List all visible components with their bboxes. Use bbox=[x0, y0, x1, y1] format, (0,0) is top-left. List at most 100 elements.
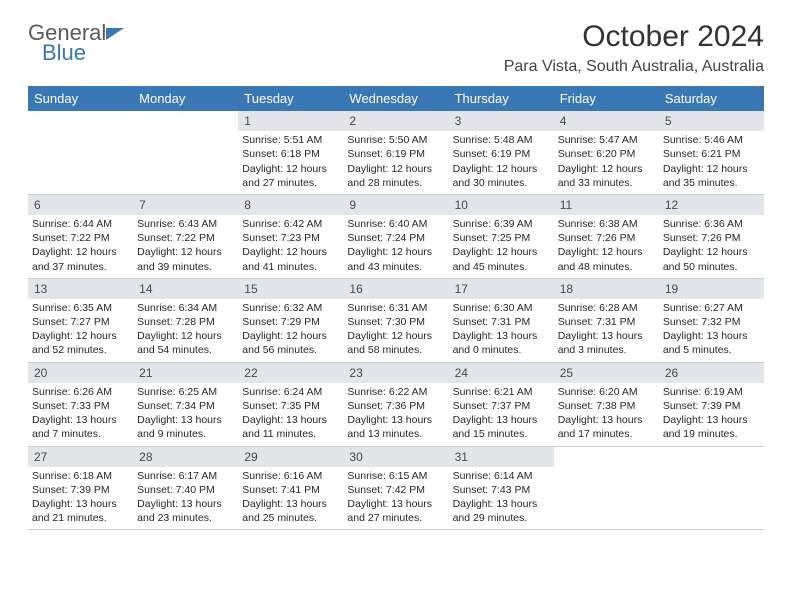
day-detail-line: and 0 minutes. bbox=[453, 343, 550, 357]
day-detail-line: Daylight: 13 hours bbox=[558, 413, 655, 427]
day-details: Sunrise: 6:34 AMSunset: 7:28 PMDaylight:… bbox=[133, 299, 238, 362]
day-details bbox=[659, 467, 764, 473]
day-details: Sunrise: 6:38 AMSunset: 7:26 PMDaylight:… bbox=[554, 215, 659, 278]
day-number: 12 bbox=[659, 195, 764, 215]
day-detail-line: Sunrise: 6:42 AM bbox=[242, 217, 339, 231]
day-cell: 3Sunrise: 5:48 AMSunset: 6:19 PMDaylight… bbox=[449, 111, 554, 194]
week-row: 6Sunrise: 6:44 AMSunset: 7:22 PMDaylight… bbox=[28, 195, 764, 279]
day-number: 13 bbox=[28, 279, 133, 299]
day-detail-line: Daylight: 13 hours bbox=[663, 329, 760, 343]
day-detail-line: Daylight: 12 hours bbox=[242, 245, 339, 259]
day-detail-line: Daylight: 12 hours bbox=[663, 162, 760, 176]
day-cell bbox=[28, 111, 133, 194]
day-cell bbox=[133, 111, 238, 194]
day-detail-line: Daylight: 12 hours bbox=[32, 245, 129, 259]
day-detail-line: Daylight: 12 hours bbox=[453, 245, 550, 259]
day-detail-line: Sunrise: 6:30 AM bbox=[453, 301, 550, 315]
day-detail-line: Sunrise: 6:17 AM bbox=[137, 469, 234, 483]
day-detail-line: Sunset: 7:31 PM bbox=[558, 315, 655, 329]
day-number: 31 bbox=[449, 447, 554, 467]
day-detail-line: Sunset: 6:19 PM bbox=[453, 147, 550, 161]
day-details: Sunrise: 5:51 AMSunset: 6:18 PMDaylight:… bbox=[238, 131, 343, 194]
day-cell: 22Sunrise: 6:24 AMSunset: 7:35 PMDayligh… bbox=[238, 363, 343, 446]
week-row: 20Sunrise: 6:26 AMSunset: 7:33 PMDayligh… bbox=[28, 363, 764, 447]
day-detail-line: Daylight: 13 hours bbox=[347, 413, 444, 427]
day-details bbox=[28, 131, 133, 137]
day-cell: 21Sunrise: 6:25 AMSunset: 7:34 PMDayligh… bbox=[133, 363, 238, 446]
day-details: Sunrise: 6:36 AMSunset: 7:26 PMDaylight:… bbox=[659, 215, 764, 278]
day-detail-line: Sunset: 7:32 PM bbox=[663, 315, 760, 329]
day-details: Sunrise: 6:20 AMSunset: 7:38 PMDaylight:… bbox=[554, 383, 659, 446]
day-detail-line: Sunrise: 6:31 AM bbox=[347, 301, 444, 315]
day-details: Sunrise: 6:24 AMSunset: 7:35 PMDaylight:… bbox=[238, 383, 343, 446]
day-cell: 1Sunrise: 5:51 AMSunset: 6:18 PMDaylight… bbox=[238, 111, 343, 194]
day-detail-line: Daylight: 13 hours bbox=[137, 413, 234, 427]
day-number: 5 bbox=[659, 111, 764, 131]
day-detail-line: Sunrise: 6:25 AM bbox=[137, 385, 234, 399]
day-detail-line: Daylight: 12 hours bbox=[558, 162, 655, 176]
day-details: Sunrise: 6:17 AMSunset: 7:40 PMDaylight:… bbox=[133, 467, 238, 530]
day-detail-line: Sunrise: 6:40 AM bbox=[347, 217, 444, 231]
day-detail-line: Sunrise: 5:46 AM bbox=[663, 133, 760, 147]
day-details: Sunrise: 5:46 AMSunset: 6:21 PMDaylight:… bbox=[659, 131, 764, 194]
day-detail-line: Sunset: 7:38 PM bbox=[558, 399, 655, 413]
day-number: 1 bbox=[238, 111, 343, 131]
day-detail-line: and 29 minutes. bbox=[453, 511, 550, 525]
day-detail-line: Sunset: 7:26 PM bbox=[663, 231, 760, 245]
day-cell: 17Sunrise: 6:30 AMSunset: 7:31 PMDayligh… bbox=[449, 279, 554, 362]
calendar: Sunday Monday Tuesday Wednesday Thursday… bbox=[28, 86, 764, 530]
weekday-header: Thursday bbox=[449, 86, 554, 111]
day-details: Sunrise: 6:16 AMSunset: 7:41 PMDaylight:… bbox=[238, 467, 343, 530]
day-details: Sunrise: 6:30 AMSunset: 7:31 PMDaylight:… bbox=[449, 299, 554, 362]
day-detail-line: Sunrise: 6:14 AM bbox=[453, 469, 550, 483]
day-cell: 20Sunrise: 6:26 AMSunset: 7:33 PMDayligh… bbox=[28, 363, 133, 446]
day-detail-line: Sunrise: 6:16 AM bbox=[242, 469, 339, 483]
day-detail-line: Daylight: 12 hours bbox=[453, 162, 550, 176]
day-detail-line: Sunset: 7:29 PM bbox=[242, 315, 339, 329]
day-detail-line: Sunrise: 6:24 AM bbox=[242, 385, 339, 399]
day-detail-line: Sunset: 7:31 PM bbox=[453, 315, 550, 329]
day-number: 4 bbox=[554, 111, 659, 131]
day-detail-line: and 45 minutes. bbox=[453, 260, 550, 274]
day-detail-line: and 30 minutes. bbox=[453, 176, 550, 190]
weekday-header: Monday bbox=[133, 86, 238, 111]
day-detail-line: and 41 minutes. bbox=[242, 260, 339, 274]
day-number: 10 bbox=[449, 195, 554, 215]
day-number: 3 bbox=[449, 111, 554, 131]
day-number bbox=[554, 447, 659, 467]
day-detail-line: Sunset: 7:22 PM bbox=[32, 231, 129, 245]
day-detail-line: Sunrise: 6:43 AM bbox=[137, 217, 234, 231]
day-cell: 4Sunrise: 5:47 AMSunset: 6:20 PMDaylight… bbox=[554, 111, 659, 194]
day-detail-line: Sunset: 7:26 PM bbox=[558, 231, 655, 245]
day-detail-line: Sunrise: 6:26 AM bbox=[32, 385, 129, 399]
day-detail-line: Sunset: 7:41 PM bbox=[242, 483, 339, 497]
day-detail-line: Daylight: 13 hours bbox=[32, 497, 129, 511]
day-details bbox=[133, 131, 238, 137]
day-cell: 30Sunrise: 6:15 AMSunset: 7:42 PMDayligh… bbox=[343, 447, 448, 530]
day-detail-line: and 43 minutes. bbox=[347, 260, 444, 274]
day-number: 8 bbox=[238, 195, 343, 215]
day-detail-line: Sunset: 7:25 PM bbox=[453, 231, 550, 245]
week-row: 1Sunrise: 5:51 AMSunset: 6:18 PMDaylight… bbox=[28, 111, 764, 195]
day-detail-line: Sunrise: 6:27 AM bbox=[663, 301, 760, 315]
day-detail-line: Sunset: 7:34 PM bbox=[137, 399, 234, 413]
day-number: 6 bbox=[28, 195, 133, 215]
weekday-header: Saturday bbox=[659, 86, 764, 111]
day-detail-line: and 19 minutes. bbox=[663, 427, 760, 441]
day-number: 16 bbox=[343, 279, 448, 299]
day-number: 22 bbox=[238, 363, 343, 383]
day-details: Sunrise: 6:27 AMSunset: 7:32 PMDaylight:… bbox=[659, 299, 764, 362]
day-detail-line: Sunset: 7:24 PM bbox=[347, 231, 444, 245]
day-detail-line: Sunrise: 6:20 AM bbox=[558, 385, 655, 399]
day-detail-line: and 11 minutes. bbox=[242, 427, 339, 441]
weeks-container: 1Sunrise: 5:51 AMSunset: 6:18 PMDaylight… bbox=[28, 111, 764, 530]
day-detail-line: Sunset: 6:19 PM bbox=[347, 147, 444, 161]
day-detail-line: Sunset: 7:40 PM bbox=[137, 483, 234, 497]
day-detail-line: Daylight: 13 hours bbox=[453, 497, 550, 511]
day-cell: 23Sunrise: 6:22 AMSunset: 7:36 PMDayligh… bbox=[343, 363, 448, 446]
day-number: 23 bbox=[343, 363, 448, 383]
day-cell bbox=[554, 447, 659, 530]
day-number: 25 bbox=[554, 363, 659, 383]
day-detail-line: and 15 minutes. bbox=[453, 427, 550, 441]
day-details: Sunrise: 6:39 AMSunset: 7:25 PMDaylight:… bbox=[449, 215, 554, 278]
